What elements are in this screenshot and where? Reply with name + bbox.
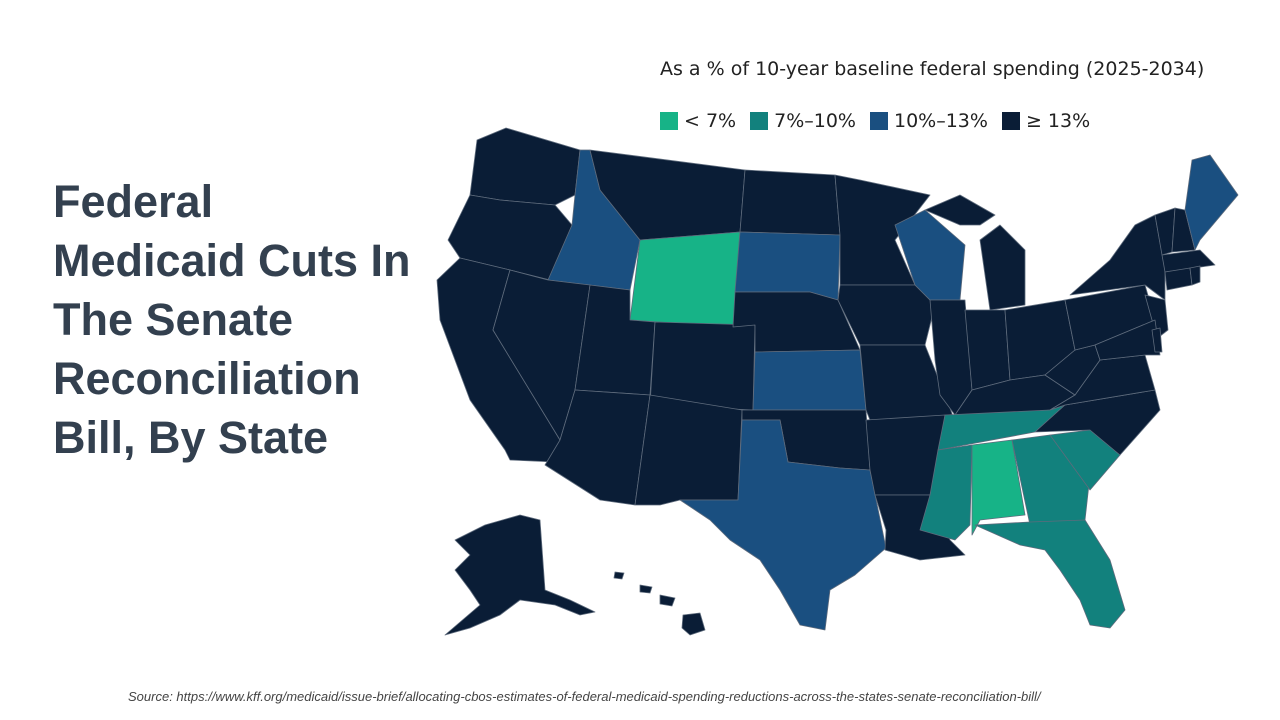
legend-swatch <box>869 112 888 130</box>
state-MN <box>834 174 931 286</box>
state-MA <box>1161 249 1216 273</box>
state-MD <box>1094 319 1161 361</box>
state-FL <box>974 519 1126 629</box>
state-HI-1 <box>681 612 706 636</box>
legend-swatch <box>660 112 678 130</box>
state-WY <box>629 231 741 328</box>
state-KS <box>752 349 867 411</box>
state-WA <box>469 127 581 206</box>
state-NJ <box>1144 294 1169 341</box>
legend-label: 7%–10% <box>774 110 856 132</box>
legend-title: As a % of 10-year baseline federal spend… <box>660 58 1205 80</box>
legend-item-7-10: 7%–10% <box>750 110 856 132</box>
legend-item-lt7: < 7% <box>660 110 736 132</box>
state-NY <box>1069 214 1166 301</box>
legend-item-gte13: ≥ 13% <box>1001 110 1091 132</box>
state-SD <box>734 231 841 301</box>
legend-label: ≥ 13% <box>1025 110 1091 132</box>
state-RI <box>1189 265 1201 286</box>
state-HI-2 <box>659 594 676 607</box>
state-ME <box>1184 154 1239 251</box>
legend-item-10-13: 10%–13% <box>869 110 988 132</box>
state-AL <box>971 439 1026 536</box>
map-legend: < 7% 7%–10% 10%–13% ≥ 13% <box>660 110 1090 132</box>
state-MI-UP <box>924 194 996 226</box>
legend-swatch <box>750 112 769 130</box>
slide-title: Federal Medicaid Cuts In The Senate Reco… <box>53 176 411 463</box>
state-HI-4 <box>613 571 625 580</box>
state-MI <box>979 224 1026 311</box>
state-HI-3 <box>639 584 653 594</box>
state-ND <box>739 169 841 236</box>
state-NM <box>634 394 743 506</box>
state-CT <box>1164 267 1193 291</box>
state-IN <box>964 309 1011 391</box>
state-CO <box>649 321 756 411</box>
legend-label: < 7% <box>684 110 737 132</box>
state-TX <box>679 419 887 631</box>
state-AK <box>444 514 596 636</box>
legend-label: 10%–13% <box>893 110 988 132</box>
source-citation: Source: https://www.kff.org/medicaid/iss… <box>128 689 1041 704</box>
state-DE <box>1151 327 1163 353</box>
legend-swatch <box>1001 112 1020 130</box>
